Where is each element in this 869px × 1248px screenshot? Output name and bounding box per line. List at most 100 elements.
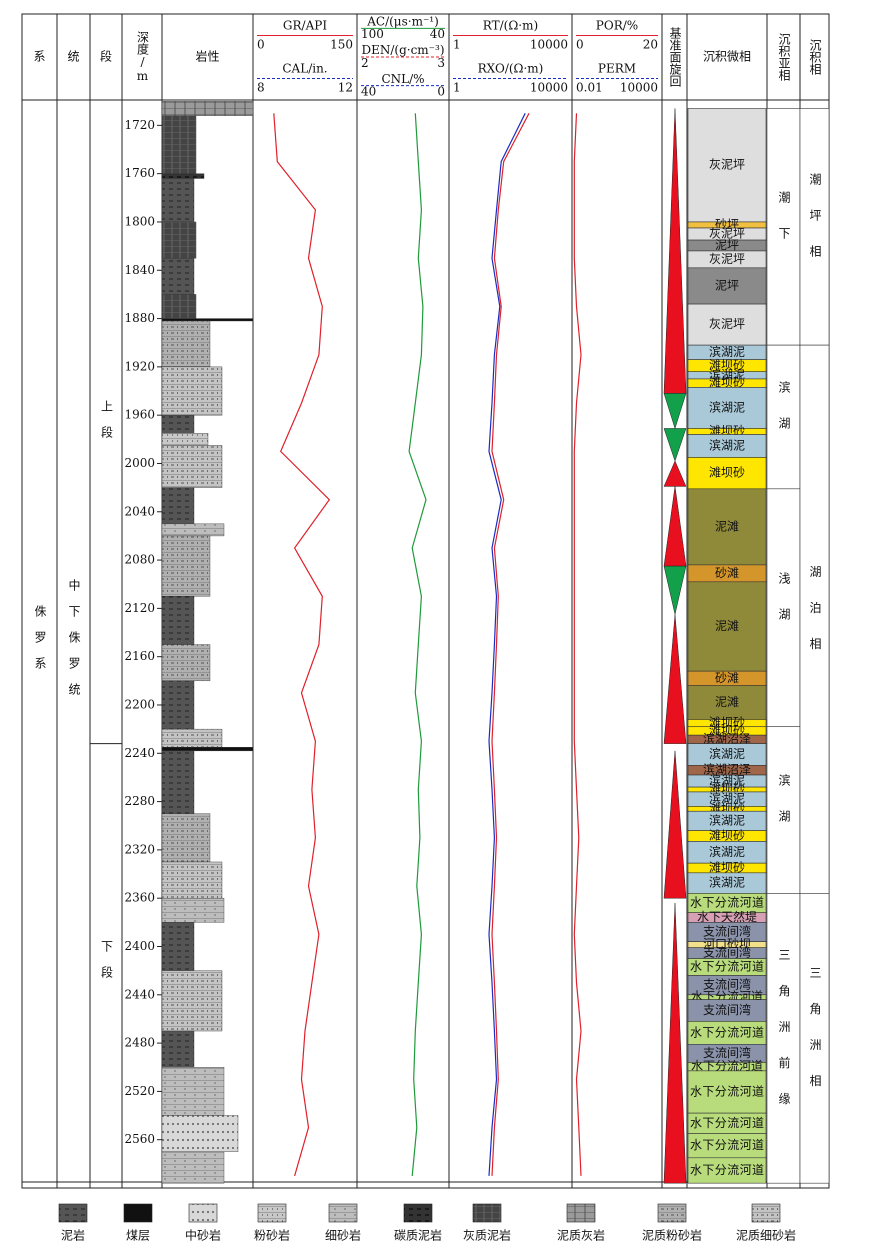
lithology-bar <box>161 728 223 748</box>
lithology-bar <box>161 922 195 971</box>
header-label: 基准面旋回 <box>668 27 682 87</box>
microfacies-label: 滩坝砂 <box>709 829 745 843</box>
microfacies-box <box>687 488 767 566</box>
microfacies-box <box>687 387 767 429</box>
header-label: 统 <box>67 50 79 64</box>
microfacies-label: 泥滩 <box>715 695 739 709</box>
depth-label: 1880 <box>124 311 155 325</box>
facies-box <box>799 344 830 894</box>
microfacies-label: 水下分流河道 <box>690 960 764 974</box>
microfacies-label: 滩坝砂 <box>709 358 745 372</box>
legend-label: 泥岩 <box>61 1228 85 1243</box>
lithology-bar <box>161 861 223 899</box>
microfacies-box <box>687 108 767 223</box>
scale-label: 150 <box>330 37 353 51</box>
cycle-triangle <box>663 393 687 430</box>
cycle-triangle <box>663 108 687 394</box>
legend-swatch <box>123 1203 153 1223</box>
depth-label: 1720 <box>124 118 155 132</box>
log-curve <box>491 113 530 1176</box>
subfacies-box <box>766 108 801 346</box>
scale-label: 100 <box>361 27 384 41</box>
scale-label: 10000 <box>530 80 568 94</box>
microfacies-label: 泥坪 <box>715 278 739 292</box>
microfacies-label: 滨湖泥 <box>709 812 745 827</box>
microfacies-label: 水下分流河道 <box>690 896 764 910</box>
lithology-bar <box>161 257 195 295</box>
microfacies-label: 砂滩 <box>715 566 739 580</box>
microfacies-label: 滩坝砂 <box>709 723 745 737</box>
log-curve <box>488 113 526 1176</box>
microfacies-box <box>687 267 767 305</box>
microfacies-label: 泥坪 <box>715 238 739 252</box>
legend-label: 煤层 <box>126 1229 150 1243</box>
depth-label: 2440 <box>124 987 155 1001</box>
cycle-triangle <box>663 750 687 899</box>
depth-label: 2040 <box>124 504 155 518</box>
header-label: 深度/m <box>136 31 150 83</box>
curve-name: RXO/(Ω·m) <box>478 62 544 76</box>
depth-label: 2200 <box>124 697 155 711</box>
header-label: 系 <box>33 50 45 64</box>
depth-label: 2480 <box>124 1036 155 1050</box>
scale-label: 12 <box>338 80 353 94</box>
log-curve <box>408 113 427 1176</box>
lithology-bar <box>161 178 195 223</box>
legend-label: 细砂岩 <box>325 1228 361 1243</box>
cycle-triangle <box>663 614 687 744</box>
microfacies-label: 水下分流河道 <box>690 1116 764 1130</box>
lithology-bar <box>161 1067 225 1116</box>
microfacies-label: 灰泥坪 <box>709 158 745 172</box>
microfacies-label: 滩坝砂 <box>709 376 745 390</box>
lithology-bar <box>161 813 211 863</box>
legend-swatch <box>257 1203 287 1223</box>
lithology-bar <box>161 366 223 416</box>
strata-label: 上段 <box>100 400 114 452</box>
legend-swatch <box>657 1203 687 1223</box>
microfacies-label: 滨湖泥 <box>709 773 745 788</box>
depth-label: 2000 <box>124 456 155 470</box>
microfacies-label: 滩坝砂 <box>709 716 745 730</box>
legend-swatch <box>472 1203 502 1223</box>
header-label: 段 <box>100 49 112 64</box>
lithology-bar <box>161 294 197 319</box>
microfacies-box <box>687 1133 767 1159</box>
microfacies-label: 滨湖泥 <box>709 399 745 414</box>
curve-name: CAL/in. <box>282 62 327 76</box>
depth-label: 2160 <box>124 649 155 663</box>
scale-label: 8 <box>257 80 265 94</box>
cycle-triangle <box>663 486 687 567</box>
subfacies-label: 三角洲前缘 <box>777 948 791 1128</box>
scale-label: 1 <box>453 80 461 94</box>
scale-label: 10000 <box>530 37 568 51</box>
curve-name: POR/% <box>596 19 638 33</box>
microfacies-label: 支流间湾 <box>703 1002 751 1017</box>
microfacies-label: 灰泥坪 <box>709 252 745 266</box>
subfacies-label: 浅湖 <box>777 571 791 643</box>
scale-label: 0.01 <box>576 80 603 94</box>
scale-label: 0 <box>437 84 445 98</box>
lithology-bar <box>161 644 211 682</box>
microfacies-label: 水下分流河道 <box>690 1138 764 1152</box>
microfacies-label: 水下天然堤 <box>697 909 757 924</box>
microfacies-label: 滨湖泥 <box>709 344 745 359</box>
curve-name: DEN/(g·cm⁻³) <box>361 43 444 57</box>
header-label: 沉积亚相 <box>777 33 791 81</box>
microfacies-label: 水下分流河道 <box>691 1059 763 1073</box>
subfacies-label: 滨湖 <box>777 380 791 453</box>
subfacies-box <box>766 488 801 728</box>
depth-label: 2080 <box>124 553 155 567</box>
scale-label: 2 <box>361 56 369 70</box>
legend-swatch <box>58 1203 88 1223</box>
microfacies-label: 灰泥坪 <box>709 227 745 241</box>
microfacies-box <box>687 1157 767 1184</box>
log-curve <box>273 113 331 1177</box>
microfacies-label: 滨湖泥 <box>709 791 745 806</box>
microfacies-label: 滨湖泥 <box>709 367 745 382</box>
curve-name: CNL/% <box>381 72 424 86</box>
log-curve <box>573 113 582 1176</box>
depth-label: 2120 <box>124 601 155 615</box>
lithology-bar <box>161 970 223 1032</box>
legend-swatch <box>566 1203 596 1223</box>
lithology-bar <box>161 680 195 730</box>
